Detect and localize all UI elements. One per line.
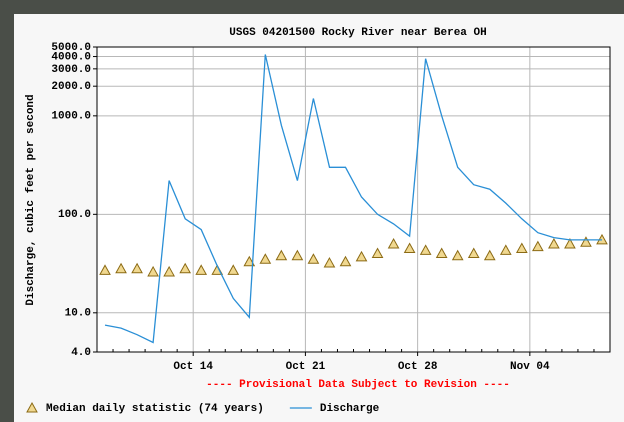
annotation: ---- Provisional Data Subject to Revisio… — [206, 379, 510, 391]
x-tick-label: Oct 14 — [173, 361, 213, 373]
x-tick-label: Nov 04 — [510, 361, 550, 373]
legend-label: Discharge — [320, 403, 380, 415]
chart-title: USGS 04201500 Rocky River near Berea OH — [229, 27, 486, 39]
legend-label: Median daily statistic (74 years) — [46, 403, 264, 415]
x-tick-label: Oct 28 — [398, 361, 438, 373]
y-tick-label: 4.0 — [71, 347, 91, 359]
y-tick-label: 10.0 — [65, 308, 91, 320]
y-tick-label: 2000.0 — [51, 81, 91, 93]
y-axis-label: Discharge, cubic feet per second — [25, 94, 37, 305]
y-tick-label: 3000.0 — [51, 64, 91, 76]
x-tick-label: Oct 21 — [286, 361, 326, 373]
page: USGS 04201500 Rocky River near Berea OH … — [0, 0, 624, 422]
y-tick-label: 1000.0 — [51, 111, 91, 123]
plot-area — [97, 47, 610, 352]
chart: USGS 04201500 Rocky River near Berea OH … — [0, 0, 624, 422]
y-tick-label: 5000.0 — [51, 42, 91, 54]
y-tick-label: 100.0 — [58, 209, 91, 221]
